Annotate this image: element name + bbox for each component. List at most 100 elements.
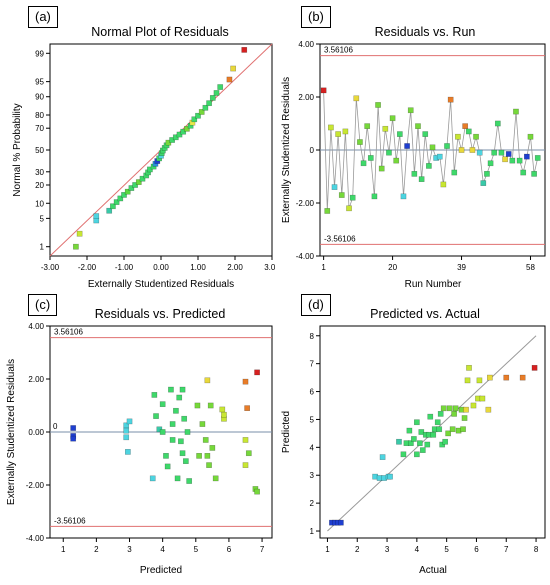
data-point <box>244 405 250 412</box>
y-tick-label: 8 <box>310 332 315 341</box>
data-point <box>440 405 447 412</box>
x-tick-label: 5 <box>194 545 199 554</box>
data-point <box>418 429 425 435</box>
y-tick-label: 5 <box>310 415 315 424</box>
data-point <box>442 438 449 445</box>
data-point <box>357 139 363 145</box>
x-tick-label: 1 <box>325 545 330 554</box>
data-point <box>76 230 83 237</box>
normal-plot-chart: Normal Plot of Residuals Normal % Probab… <box>12 25 280 290</box>
panel-label-a: (a) <box>28 6 58 28</box>
data-point <box>520 169 527 176</box>
y-tick-label: -2.00 <box>26 481 45 490</box>
chart-title: Normal Plot of Residuals <box>91 25 229 39</box>
data-point <box>464 377 471 384</box>
data-point <box>176 131 183 138</box>
data-point <box>426 163 432 169</box>
lower-limit-label: -3.56106 <box>324 234 356 243</box>
data-point <box>132 182 138 188</box>
data-point <box>440 181 447 188</box>
data-point <box>371 193 378 200</box>
data-point <box>335 131 341 137</box>
data-point <box>207 402 214 409</box>
y-tick-label: -2.00 <box>296 199 315 208</box>
data-point <box>414 419 420 426</box>
x-tick-label: 3.00 <box>264 263 275 272</box>
data-point <box>519 374 526 381</box>
data-point <box>491 149 498 156</box>
x-tick-label: 39 <box>457 263 466 272</box>
data-point <box>70 435 77 442</box>
y-tick-label: 2.00 <box>28 375 44 384</box>
data-point <box>396 131 403 137</box>
data-point <box>444 143 450 149</box>
data-point <box>476 377 483 384</box>
y-axis-label: Externally Studentized Residuals <box>6 359 17 505</box>
residuals-vs-predicted-chart: Residuals vs. Predicted Externally Stude… <box>6 307 273 576</box>
data-point <box>378 165 385 172</box>
data-point <box>451 169 458 176</box>
panel-label-d: (d) <box>301 294 331 316</box>
data-point <box>209 445 216 451</box>
data-point <box>484 171 490 177</box>
data-point <box>451 411 457 417</box>
data-point <box>242 462 249 468</box>
data-point <box>331 184 338 190</box>
data-point <box>153 413 159 419</box>
data-point <box>169 421 176 427</box>
data-point <box>424 441 431 448</box>
y-tick-label: 30 <box>35 168 44 177</box>
data-point <box>469 147 476 153</box>
y-tick-label: 6 <box>310 388 315 397</box>
data-point <box>156 426 163 433</box>
data-point <box>204 377 211 384</box>
data-point <box>93 213 100 219</box>
data-point <box>324 208 331 214</box>
data-point <box>128 185 135 191</box>
data-point <box>106 207 113 214</box>
data-point <box>527 133 534 140</box>
data-point <box>382 125 389 132</box>
y-axis-label: Normal % Probability <box>12 103 23 196</box>
data-point <box>393 157 400 164</box>
data-point <box>163 453 169 459</box>
x-tick-label: 6 <box>227 545 232 554</box>
data-point <box>449 426 456 433</box>
data-point <box>195 112 201 119</box>
x-tick-label: 4 <box>160 545 165 554</box>
data-point <box>194 402 201 409</box>
data-point <box>209 95 216 101</box>
data-point <box>429 144 436 151</box>
data-point <box>169 137 175 143</box>
y-tick-label: 20 <box>35 181 44 190</box>
data-point <box>360 160 367 167</box>
data-point <box>462 123 469 130</box>
data-point <box>226 76 233 83</box>
data-point <box>534 155 541 161</box>
data-point <box>466 364 472 371</box>
x-tick-label: 2 <box>94 545 99 554</box>
data-point <box>165 139 172 146</box>
data-point <box>379 454 386 460</box>
y-tick-label: 2 <box>310 499 315 508</box>
y-tick-label: 3 <box>310 471 315 480</box>
data-point <box>342 128 349 135</box>
data-point <box>73 243 79 250</box>
panel-label-b: (b) <box>301 6 331 28</box>
y-tick-label: 10 <box>35 199 44 208</box>
upper-limit-label: 3.56106 <box>324 46 353 55</box>
data-point <box>217 84 224 90</box>
data-point <box>419 447 426 453</box>
data-point <box>386 149 392 156</box>
x-tick-label: -1.00 <box>115 263 134 272</box>
data-point <box>346 205 352 212</box>
data-point <box>212 475 219 482</box>
data-point <box>123 422 130 429</box>
y-tick-label: 50 <box>35 146 44 155</box>
data-point <box>159 429 166 435</box>
data-point <box>338 192 345 198</box>
data-point <box>452 405 459 412</box>
data-point <box>400 451 407 458</box>
data-point <box>176 394 183 401</box>
